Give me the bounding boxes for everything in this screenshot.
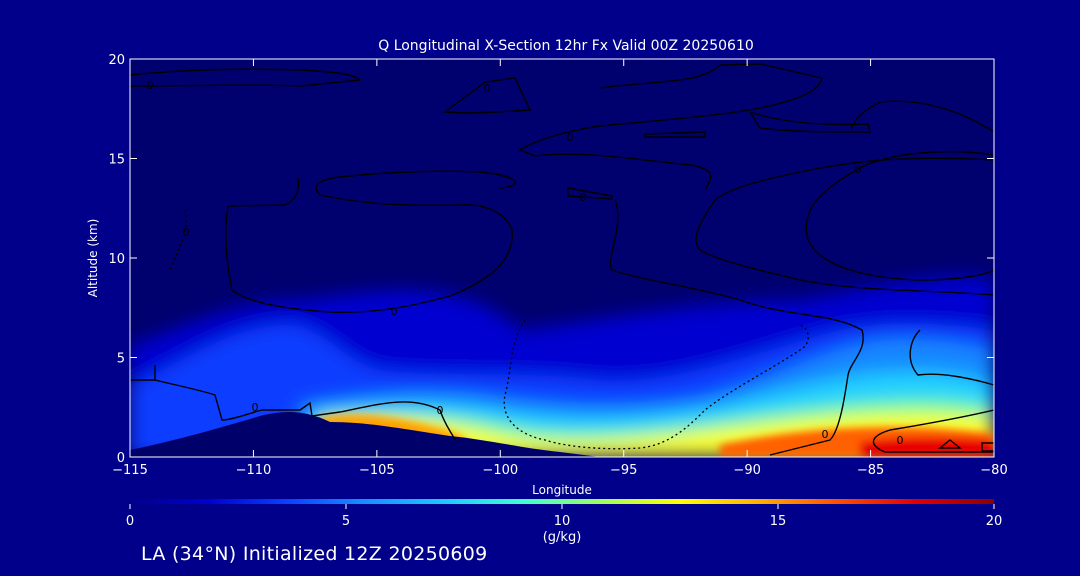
x-tick-label: −90 [733, 463, 760, 478]
y-tick-label: 15 [108, 153, 125, 168]
colorbar-tick-label: 5 [342, 514, 350, 529]
contour-label: 0 [147, 79, 154, 92]
contour-line [749, 111, 871, 133]
colorbar-ramp [130, 499, 994, 504]
contour-label: 0 [580, 191, 587, 204]
colorbar-tick-label: 20 [986, 514, 1003, 529]
q-level-9 [860, 437, 994, 457]
contour-label: 0 [484, 82, 491, 95]
contour-line [518, 63, 823, 191]
contour-label: 0 [183, 226, 190, 239]
plot-area: 0 0 0 0 0 0 0 0 0 0 0 [130, 59, 994, 457]
contour-line [130, 68, 362, 87]
contour-line [872, 329, 994, 453]
x-tick-label: −85 [857, 463, 884, 478]
contour-label: 0 [391, 305, 398, 318]
contour-label: 0 [252, 401, 259, 414]
contour-label: 0 [437, 404, 444, 417]
contour-line [443, 77, 532, 114]
contour-label: 0 [567, 131, 574, 144]
contour-label: 0 [855, 163, 862, 176]
contour-line [609, 199, 864, 456]
x-tick-label: −80 [980, 463, 1007, 478]
y-tick-label: 20 [108, 53, 125, 68]
colorbar-tick-label: 10 [554, 514, 571, 529]
contour-line [225, 170, 516, 313]
contour-line [851, 100, 994, 133]
y-axis-label: Altitude (km) [86, 219, 100, 298]
dotted-contour [169, 209, 187, 271]
colorbar-tick-label: 0 [126, 514, 134, 529]
y-tick-label: 10 [108, 252, 125, 267]
contour-labels: 0 0 0 0 0 0 0 0 0 0 0 [147, 79, 904, 447]
dotted-contour [503, 319, 809, 450]
contour-line [805, 151, 994, 281]
contour-line [695, 157, 994, 296]
y-tick-label: 5 [117, 352, 125, 367]
x-tick-label: −110 [236, 463, 272, 478]
y-tick-label: 0 [117, 451, 125, 466]
x-tick-label: −95 [610, 463, 637, 478]
contour-line [644, 131, 706, 138]
colorbar: 0 5 10 15 20 (g/kg) [126, 499, 1002, 545]
x-tick-label: −100 [482, 463, 518, 478]
x-axis: −115 −110 −105 −100 −95 −90 −85 −80 [112, 59, 1008, 478]
colorbar-unit-label: (g/kg) [543, 530, 582, 545]
dotted-contours [169, 209, 809, 450]
contour-line [130, 365, 456, 441]
x-tick-label: −105 [359, 463, 395, 478]
contour-line [567, 187, 613, 200]
colorbar-tick-label: 15 [770, 514, 787, 529]
colorbar-ticks: 0 5 10 15 20 [126, 504, 1002, 529]
terrain [130, 412, 600, 457]
contour-label: 0 [822, 428, 829, 441]
chart-title: Q Longitudinal X-Section 12hr Fx Valid 0… [378, 38, 754, 54]
x-axis-label: Longitude [532, 483, 592, 497]
x-tick-label: −115 [112, 463, 148, 478]
contour-lines [130, 63, 994, 456]
y-axis: 0 5 10 15 20 [108, 53, 994, 466]
initialization-footer: LA (34°N) Initialized 12Z 20250609 [141, 543, 488, 565]
contour-label: 0 [897, 434, 904, 447]
contour-line [938, 439, 994, 452]
